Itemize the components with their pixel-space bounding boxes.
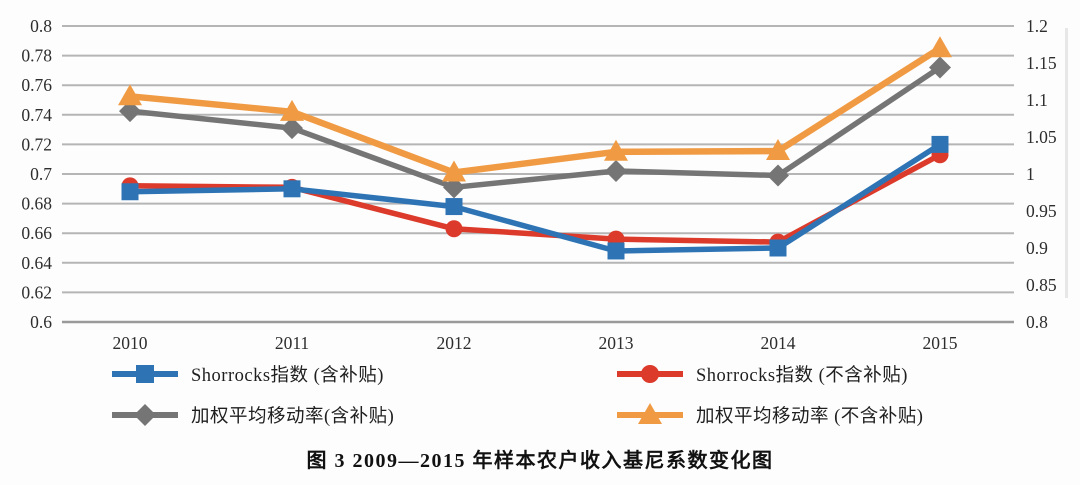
- data-point-square: [283, 180, 301, 198]
- data-point-circle: [445, 220, 463, 238]
- y-axis-right-labels: 1.2 1.15 1.1 1.05 1 0.95 0.9 0.85 0.8: [1026, 16, 1057, 332]
- y-axis-left-tick: 0.7: [30, 164, 52, 184]
- data-point-square: [607, 242, 625, 260]
- y-axis-right-tick: 1.2: [1026, 16, 1048, 36]
- series-triangle: [118, 36, 952, 182]
- x-axis-tick: 2010: [113, 333, 148, 353]
- data-point-triangle: [280, 99, 304, 121]
- series-line: [127, 141, 943, 254]
- y-axis-left-tick: 0.66: [21, 223, 52, 243]
- legend-label: 加权平均移动率(含补贴): [191, 406, 395, 427]
- legend-item-mobility-with-subsidy: 加权平均移动率(含补贴): [112, 396, 617, 433]
- data-point-square: [121, 183, 139, 201]
- y-axis-left-tick: 0.78: [21, 46, 52, 66]
- series-line: [127, 64, 943, 191]
- legend-item-shorrocks-no-subsidy: Shorrocks指数 (不含补贴): [617, 355, 1080, 392]
- y-axis-left-tick: 0.72: [21, 134, 52, 154]
- blue-square-line-icon: [112, 364, 178, 383]
- data-point-square: [931, 135, 949, 153]
- orange-triangle-line-icon: [617, 402, 683, 424]
- data-point-triangle: [442, 160, 466, 182]
- y-axis-right-tick: 1: [1026, 164, 1035, 184]
- data-point-diamond: [605, 160, 627, 183]
- legend-marker: [638, 402, 662, 424]
- legend-item-shorrocks-with-subsidy: Shorrocks指数 (含补贴): [112, 355, 617, 392]
- data-point-triangle: [118, 84, 142, 106]
- y-axis-left-tick: 0.74: [21, 105, 52, 125]
- legend-label: 加权平均移动率 (不含补贴): [696, 406, 924, 427]
- legend-marker: [641, 364, 659, 383]
- x-axis-tick: 2011: [275, 333, 309, 353]
- y-axis-right-tick: 1.15: [1026, 53, 1057, 73]
- y-axis-right-tick: 0.95: [1026, 201, 1057, 221]
- y-axis-right-tick: 1.1: [1026, 90, 1048, 110]
- data-point-square: [769, 239, 787, 257]
- legend-label: Shorrocks指数 (含补贴): [191, 365, 384, 386]
- y-axis-left-tick: 0.62: [21, 282, 52, 302]
- x-axis-labels: 2010 2011 2012 2013 2014 2015: [113, 333, 958, 353]
- series-line: [126, 44, 944, 176]
- x-axis-tick: 2012: [437, 333, 472, 353]
- y-axis-left-tick: 0.6: [30, 312, 52, 332]
- data-point-diamond: [443, 176, 465, 199]
- data-point-triangle: [604, 139, 628, 161]
- series-diamond: [119, 56, 951, 199]
- x-axis-tick: 2013: [599, 333, 634, 353]
- gridlines: [62, 25, 1014, 324]
- gray-diamond-line-icon: [112, 403, 178, 426]
- y-axis-right-tick: 0.85: [1026, 275, 1057, 295]
- scan-artifact-edge: [1065, 28, 1068, 298]
- data-point-square: [445, 198, 463, 216]
- y-axis-left-tick: 0.76: [21, 75, 52, 95]
- y-axis-right-tick: 1.05: [1026, 127, 1057, 147]
- y-axis-left-tick: 0.64: [21, 253, 52, 273]
- data-point-triangle: [766, 139, 790, 161]
- y-axis-left-tick: 0.8: [30, 16, 52, 36]
- chart-legend: Shorrocks指数 (含补贴) Shorrocks指数 (不含补贴) 加权平…: [0, 355, 1080, 433]
- y-axis-left-tick: 0.68: [21, 194, 52, 214]
- x-axis-tick: 2015: [923, 333, 958, 353]
- series-square: [121, 135, 949, 260]
- y-axis-right-tick: 0.8: [1026, 312, 1048, 332]
- legend-item-mobility-no-subsidy: 加权平均移动率 (不含补贴): [617, 396, 1080, 433]
- data-point-triangle: [928, 36, 952, 58]
- data-point-diamond: [281, 117, 303, 140]
- y-axis-left-labels: 0.8 0.78 0.76 0.74 0.72 0.7 0.68 0.66 0.64 0.62 0.…: [21, 16, 52, 332]
- x-axis-tick: 2014: [761, 333, 796, 353]
- legend-marker: [134, 403, 156, 426]
- figure-caption: 图 3 2009—2015 年样本农户收入基尼系数变化图: [306, 450, 774, 472]
- data-point-diamond: [767, 164, 789, 187]
- line-chart-plot: 0.8 0.78 0.76 0.74 0.72 0.7 0.68 0.66 0.64 0.62 0.…: [21, 16, 1057, 353]
- data-point-diamond: [929, 56, 951, 79]
- y-axis-right-tick: 0.9: [1026, 238, 1048, 258]
- legend-label: Shorrocks指数 (不含补贴): [696, 365, 908, 386]
- red-circle-line-icon: [617, 364, 683, 383]
- data-point-diamond: [119, 100, 141, 123]
- legend-marker: [136, 364, 154, 383]
